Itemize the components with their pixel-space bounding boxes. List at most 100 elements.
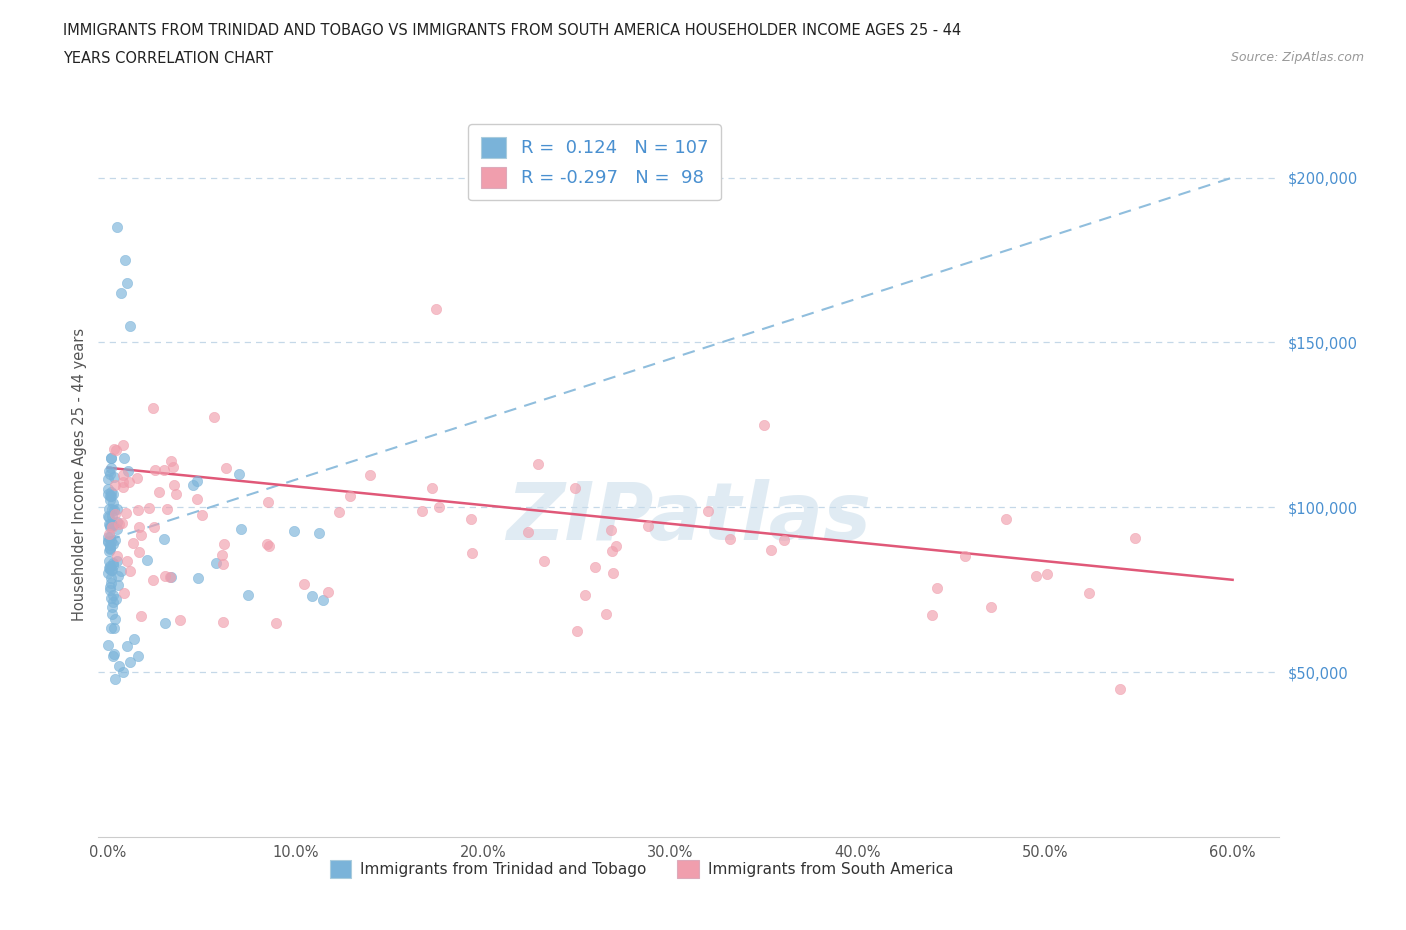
Point xyxy=(108,658,131,673)
Point xyxy=(111,665,134,680)
Point xyxy=(101,537,124,551)
Point xyxy=(100,576,122,591)
Point xyxy=(104,532,127,547)
Point xyxy=(110,286,132,300)
Point xyxy=(101,594,124,609)
Point xyxy=(105,219,128,234)
Text: IMMIGRANTS FROM TRINIDAD AND TOBAGO VS IMMIGRANTS FROM SOUTH AMERICA HOUSEHOLDER: IMMIGRANTS FROM TRINIDAD AND TOBAGO VS I… xyxy=(63,23,962,38)
Point xyxy=(100,501,122,516)
Point xyxy=(138,500,160,515)
Point xyxy=(97,561,120,576)
Point xyxy=(97,472,120,486)
Point xyxy=(101,558,124,573)
Point xyxy=(595,606,617,621)
Point xyxy=(101,517,124,532)
Point xyxy=(312,592,335,607)
Point xyxy=(101,607,124,622)
Point xyxy=(564,481,586,496)
Point xyxy=(339,488,361,503)
Text: YEARS CORRELATION CHART: YEARS CORRELATION CHART xyxy=(63,51,273,66)
Point xyxy=(103,442,125,457)
Point xyxy=(169,612,191,627)
Point xyxy=(97,482,120,497)
Point xyxy=(425,302,447,317)
Point xyxy=(104,671,127,686)
Point xyxy=(97,535,120,550)
Point xyxy=(100,563,122,578)
Point xyxy=(104,477,127,492)
Point xyxy=(118,475,141,490)
Point xyxy=(125,471,148,485)
Point xyxy=(152,462,174,477)
Point xyxy=(103,587,125,602)
Point xyxy=(100,519,122,534)
Point xyxy=(98,582,121,597)
Point xyxy=(516,525,538,539)
Point xyxy=(135,552,157,567)
Point xyxy=(191,508,214,523)
Point xyxy=(159,569,181,584)
Point xyxy=(122,631,145,646)
Point xyxy=(186,473,208,488)
Point xyxy=(112,480,135,495)
Point xyxy=(103,620,125,635)
Point xyxy=(104,611,127,626)
Point xyxy=(100,488,122,503)
Point xyxy=(105,501,128,516)
Point xyxy=(105,554,128,569)
Point xyxy=(159,569,181,584)
Point xyxy=(316,584,339,599)
Point xyxy=(127,648,149,663)
Point xyxy=(121,536,143,551)
Point xyxy=(995,512,1018,526)
Point xyxy=(98,466,121,481)
Point xyxy=(111,516,134,531)
Point xyxy=(103,648,125,663)
Point xyxy=(100,450,122,465)
Point xyxy=(156,501,179,516)
Point xyxy=(461,546,484,561)
Point xyxy=(264,616,287,631)
Point xyxy=(214,537,236,551)
Point xyxy=(112,438,135,453)
Point xyxy=(128,545,150,560)
Point xyxy=(205,555,228,570)
Point xyxy=(103,503,125,518)
Point xyxy=(120,318,142,333)
Point xyxy=(202,409,225,424)
Point xyxy=(599,523,621,538)
Point xyxy=(1025,569,1047,584)
Point xyxy=(98,562,121,577)
Point xyxy=(105,514,128,529)
Point xyxy=(98,579,121,594)
Point xyxy=(98,541,121,556)
Point xyxy=(105,549,128,564)
Point xyxy=(773,533,796,548)
Point xyxy=(115,275,138,290)
Point xyxy=(283,524,305,538)
Point xyxy=(97,486,120,501)
Point xyxy=(128,519,150,534)
Point xyxy=(101,599,124,614)
Point xyxy=(637,518,659,533)
Point xyxy=(101,486,124,501)
Point xyxy=(98,558,121,573)
Point xyxy=(229,522,252,537)
Point xyxy=(328,504,350,519)
Point xyxy=(567,623,589,638)
Point xyxy=(112,450,135,465)
Point xyxy=(186,492,208,507)
Point xyxy=(411,504,433,519)
Point xyxy=(110,564,132,578)
Point xyxy=(228,467,250,482)
Point xyxy=(98,526,121,541)
Point xyxy=(697,504,720,519)
Point xyxy=(104,592,127,607)
Point xyxy=(111,475,134,490)
Point xyxy=(308,525,330,540)
Point xyxy=(97,534,120,549)
Point xyxy=(107,578,129,592)
Point xyxy=(129,527,152,542)
Point xyxy=(117,464,139,479)
Point xyxy=(98,520,121,535)
